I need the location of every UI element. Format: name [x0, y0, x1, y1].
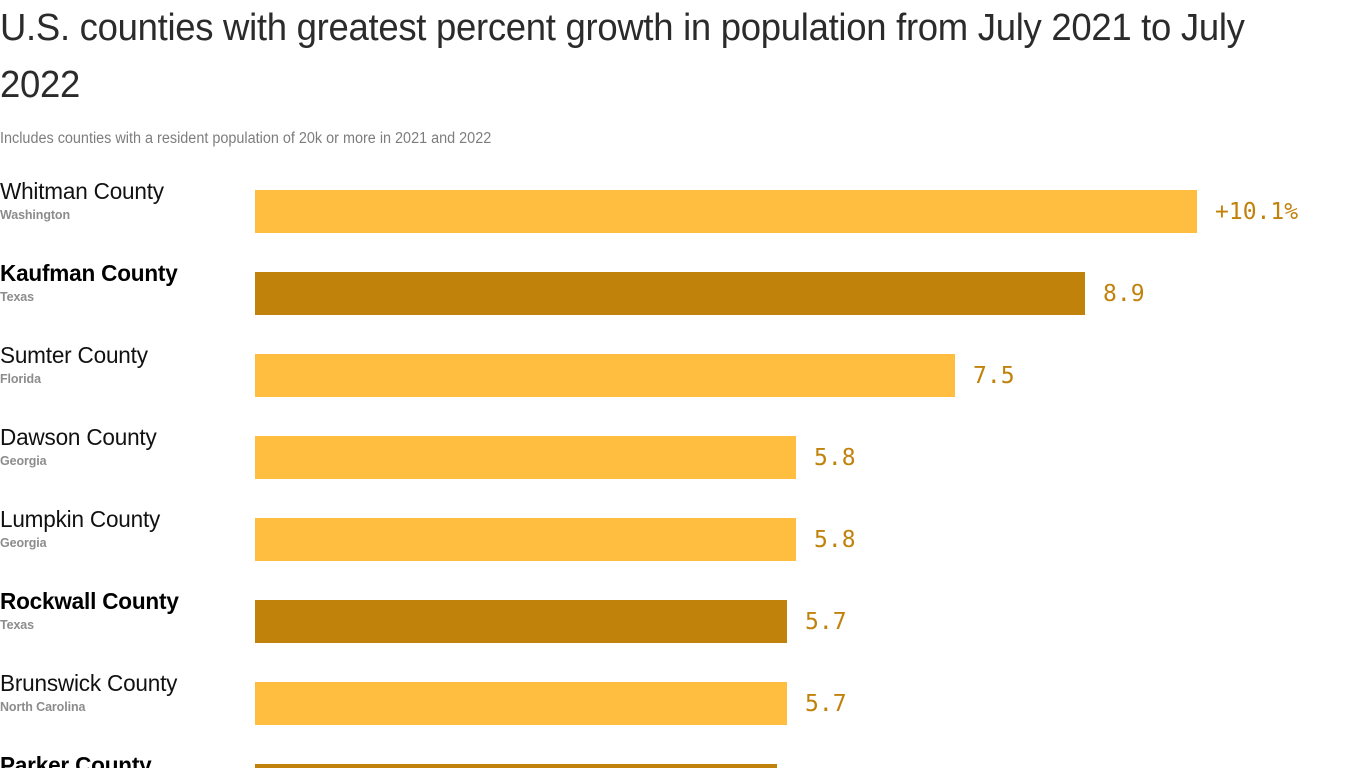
bar-value-label: 5.8 [814, 445, 856, 471]
county-name: Sumter County [0, 342, 148, 368]
bar-track: 5.8 [255, 518, 1366, 561]
bar-row: Kaufman County Texas 8.9 [0, 259, 1366, 341]
state-name: Texas [0, 617, 34, 632]
bar-value-label: 8.9 [1103, 281, 1145, 307]
bar-row: Rockwall County Texas 5.7 [0, 587, 1366, 669]
bar-track: 5.8 [255, 436, 1366, 479]
bar-track: 5.7 [255, 600, 1366, 643]
bar-row: Dawson County Georgia 5.8 [0, 423, 1366, 505]
bar-row: Whitman County Washington +10.1% [0, 177, 1366, 259]
bar-value-label: 7.5 [973, 363, 1015, 389]
bar[interactable] [255, 764, 777, 768]
state-name: Georgia [0, 453, 47, 468]
county-name: Kaufman County [0, 260, 178, 286]
bar-row: Brunswick County North Carolina 5.7 [0, 669, 1366, 751]
state-name: Washington [0, 207, 70, 222]
bar-track: 8.9 [255, 272, 1366, 315]
bar-value-label: 5.8 [814, 527, 856, 553]
bar[interactable] [255, 682, 787, 725]
bar-row-label: Lumpkin County Georgia [0, 505, 248, 551]
county-name: Whitman County [0, 178, 164, 204]
state-name: Texas [0, 289, 34, 304]
bar-track: 5.6 [255, 764, 1366, 768]
county-name: Brunswick County [0, 670, 178, 696]
bar[interactable] [255, 272, 1085, 315]
bar-row-label: Whitman County Washington [0, 177, 248, 223]
county-name: Rockwall County [0, 588, 179, 614]
bar-chart-plot-area: Whitman County Washington +10.1% Kaufman Co… [0, 177, 1366, 768]
bar-row-label: Brunswick County North Carolina [0, 669, 248, 715]
bar-row-label: Dawson County Georgia [0, 423, 248, 469]
bar[interactable] [255, 518, 796, 561]
bar-value-label: +10.1% [1215, 199, 1299, 225]
bar[interactable] [255, 436, 796, 479]
bar-row: Sumter County Florida 7.5 [0, 341, 1366, 423]
county-name: Parker County [0, 752, 152, 768]
bar-track: 5.7 [255, 682, 1366, 725]
county-name: Lumpkin County [0, 506, 161, 532]
bar[interactable] [255, 354, 955, 397]
state-name: North Carolina [0, 699, 86, 714]
county-name: Dawson County [0, 424, 157, 450]
state-name: Florida [0, 371, 41, 386]
page-title: U.S. counties with greatest percent grow… [0, 7, 1255, 106]
bar-row-label: Kaufman County Texas [0, 259, 248, 305]
state-name: Georgia [0, 535, 47, 550]
bar[interactable] [255, 600, 787, 643]
bar[interactable] [255, 190, 1197, 233]
bar-row-label: Rockwall County Texas [0, 587, 248, 633]
chart-header: U.S. counties with greatest percent grow… [0, 0, 1366, 148]
bar-track: +10.1% [255, 190, 1366, 233]
bar-value-label: 5.7 [805, 609, 847, 635]
bar-row: Lumpkin County Georgia 5.8 [0, 505, 1366, 587]
bar-row-label: Sumter County Florida [0, 341, 248, 387]
bar-value-label: 5.7 [805, 691, 847, 717]
chart-subtitle: Includes counties with a resident popula… [0, 130, 492, 147]
bar-track: 7.5 [255, 354, 1366, 397]
